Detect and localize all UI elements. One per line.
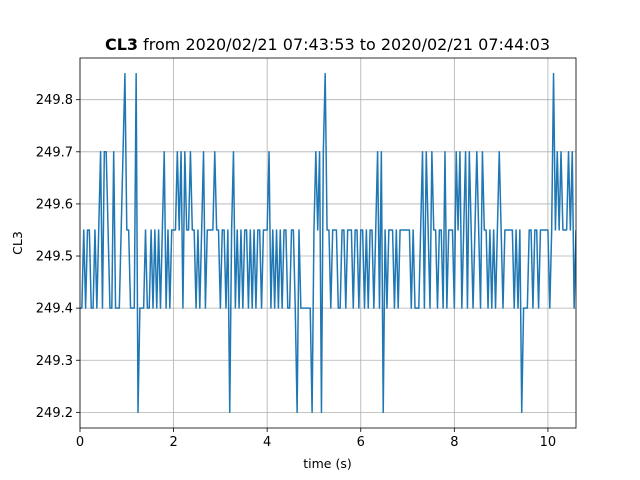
y-tick-label-1: 249.3: [36, 354, 73, 369]
y-tick-label-4: 249.6: [36, 197, 73, 212]
y-tick-label-5: 249.7: [36, 145, 73, 160]
y-axis-label: CL3: [10, 231, 25, 255]
y-tick-label-3: 249.5: [36, 250, 73, 265]
series-line-0: [80, 72, 576, 414]
x-tick-label-4: 8: [450, 435, 458, 450]
chart-title-rest: from 2020/02/21 07:43:53 to 2020/02/21 0…: [138, 35, 550, 54]
x-tick-label-2: 4: [263, 435, 271, 450]
x-axis-label: time (s): [303, 456, 351, 471]
y-tick-label-2: 249.4: [36, 302, 73, 317]
x-tick-label-0: 0: [76, 435, 84, 450]
x-tick-label-5: 10: [540, 435, 557, 450]
x-tick-label-3: 6: [357, 435, 365, 450]
chart-title-bold: CL3: [105, 35, 138, 54]
chart-title: CL3 from 2020/02/21 07:43:53 to 2020/02/…: [105, 35, 550, 54]
axes-frame: [79, 57, 577, 429]
plot-area: [80, 72, 576, 414]
y-tick-label-6: 249.8: [36, 93, 73, 108]
tick-labels: 0 2 4 6 8 10 249.2 249.3 249.4 249.5 249.6 249.7 249…: [36, 93, 556, 450]
axes: [79, 57, 577, 429]
y-tick-label-0: 249.2: [36, 406, 73, 421]
x-tick-label-1: 2: [169, 435, 177, 450]
